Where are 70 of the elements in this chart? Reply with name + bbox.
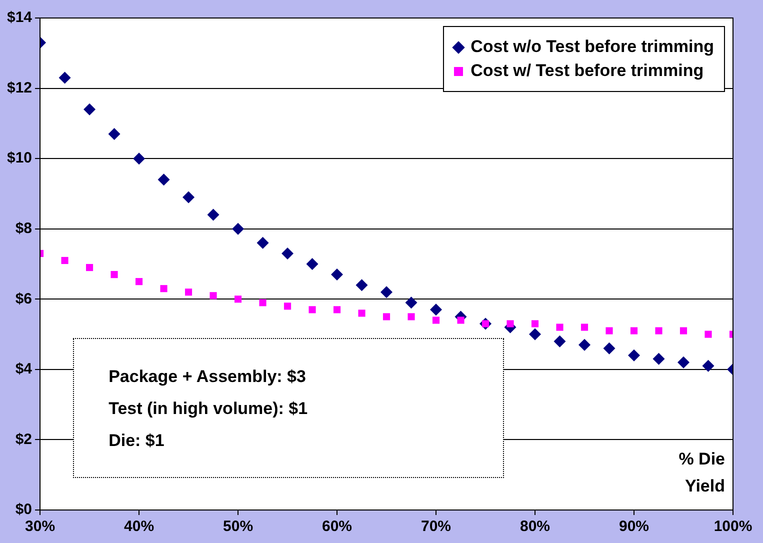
point: [603, 342, 616, 354]
y-tick-label: $10: [6, 150, 32, 167]
point: [606, 327, 613, 334]
point: [86, 264, 94, 272]
y-tick-label: $12: [6, 79, 32, 96]
point: [382, 313, 390, 320]
y-tick-label: $8: [15, 220, 32, 237]
x-tick-label: 100%: [714, 518, 752, 536]
point: [704, 330, 712, 338]
x-axis-title: % Die Yield: [678, 450, 725, 496]
point: [210, 292, 217, 300]
point: [256, 236, 269, 249]
point: [61, 256, 68, 264]
point: [380, 286, 393, 298]
point: [259, 299, 266, 306]
point: [356, 279, 368, 292]
x-tick-label: 30%: [25, 518, 56, 536]
point: [531, 320, 539, 328]
point: [655, 327, 662, 334]
point: [408, 313, 415, 320]
x-tick-label: 40%: [124, 518, 154, 536]
x-tick-label: 70%: [420, 518, 452, 536]
point: [308, 306, 316, 314]
point: [358, 310, 366, 317]
point: [158, 174, 170, 186]
x-tick-label: 80%: [520, 518, 550, 536]
point: [133, 152, 146, 165]
point: [628, 349, 640, 362]
point: [306, 258, 318, 270]
point: [284, 302, 292, 310]
point: [282, 247, 294, 260]
point: [580, 324, 588, 331]
y-tick-label: $4: [15, 360, 33, 378]
point: [160, 285, 168, 292]
point: [430, 304, 442, 316]
y-tick-label: $0: [15, 501, 32, 518]
point: [405, 296, 418, 309]
legend-label: Cost w/ Test before trimming: [470, 61, 705, 81]
point: [207, 208, 220, 221]
x-tick-label: 50%: [223, 518, 254, 536]
note-box: Package + Assembly: $3 Test (in high volume): $1 Die: $1: [72, 338, 504, 478]
point: [432, 316, 440, 324]
point: [678, 356, 690, 368]
point: [630, 327, 638, 334]
x-tick-label: 90%: [618, 518, 650, 536]
point: [578, 338, 591, 351]
point: [232, 222, 244, 235]
point: [556, 324, 564, 331]
point: [108, 128, 120, 140]
point: [529, 328, 542, 340]
point: [702, 360, 714, 372]
point: [333, 306, 341, 314]
point: [110, 271, 118, 278]
point: [234, 296, 242, 303]
x-tick-label: 60%: [322, 518, 352, 536]
legend-label: Cost w/o Test before trimming: [470, 37, 714, 57]
point: [554, 335, 566, 348]
point: [84, 103, 96, 116]
y-tick-label: $14: [6, 9, 33, 26]
point: [135, 278, 143, 286]
point: [652, 352, 665, 365]
point: [680, 327, 688, 334]
point: [184, 288, 192, 296]
point: [182, 191, 195, 204]
point: [457, 316, 464, 324]
point: [506, 320, 514, 328]
point: [58, 72, 71, 84]
y-tick-label: $2: [15, 430, 32, 448]
point: [331, 268, 344, 281]
y-tick-label: $6: [15, 290, 32, 308]
